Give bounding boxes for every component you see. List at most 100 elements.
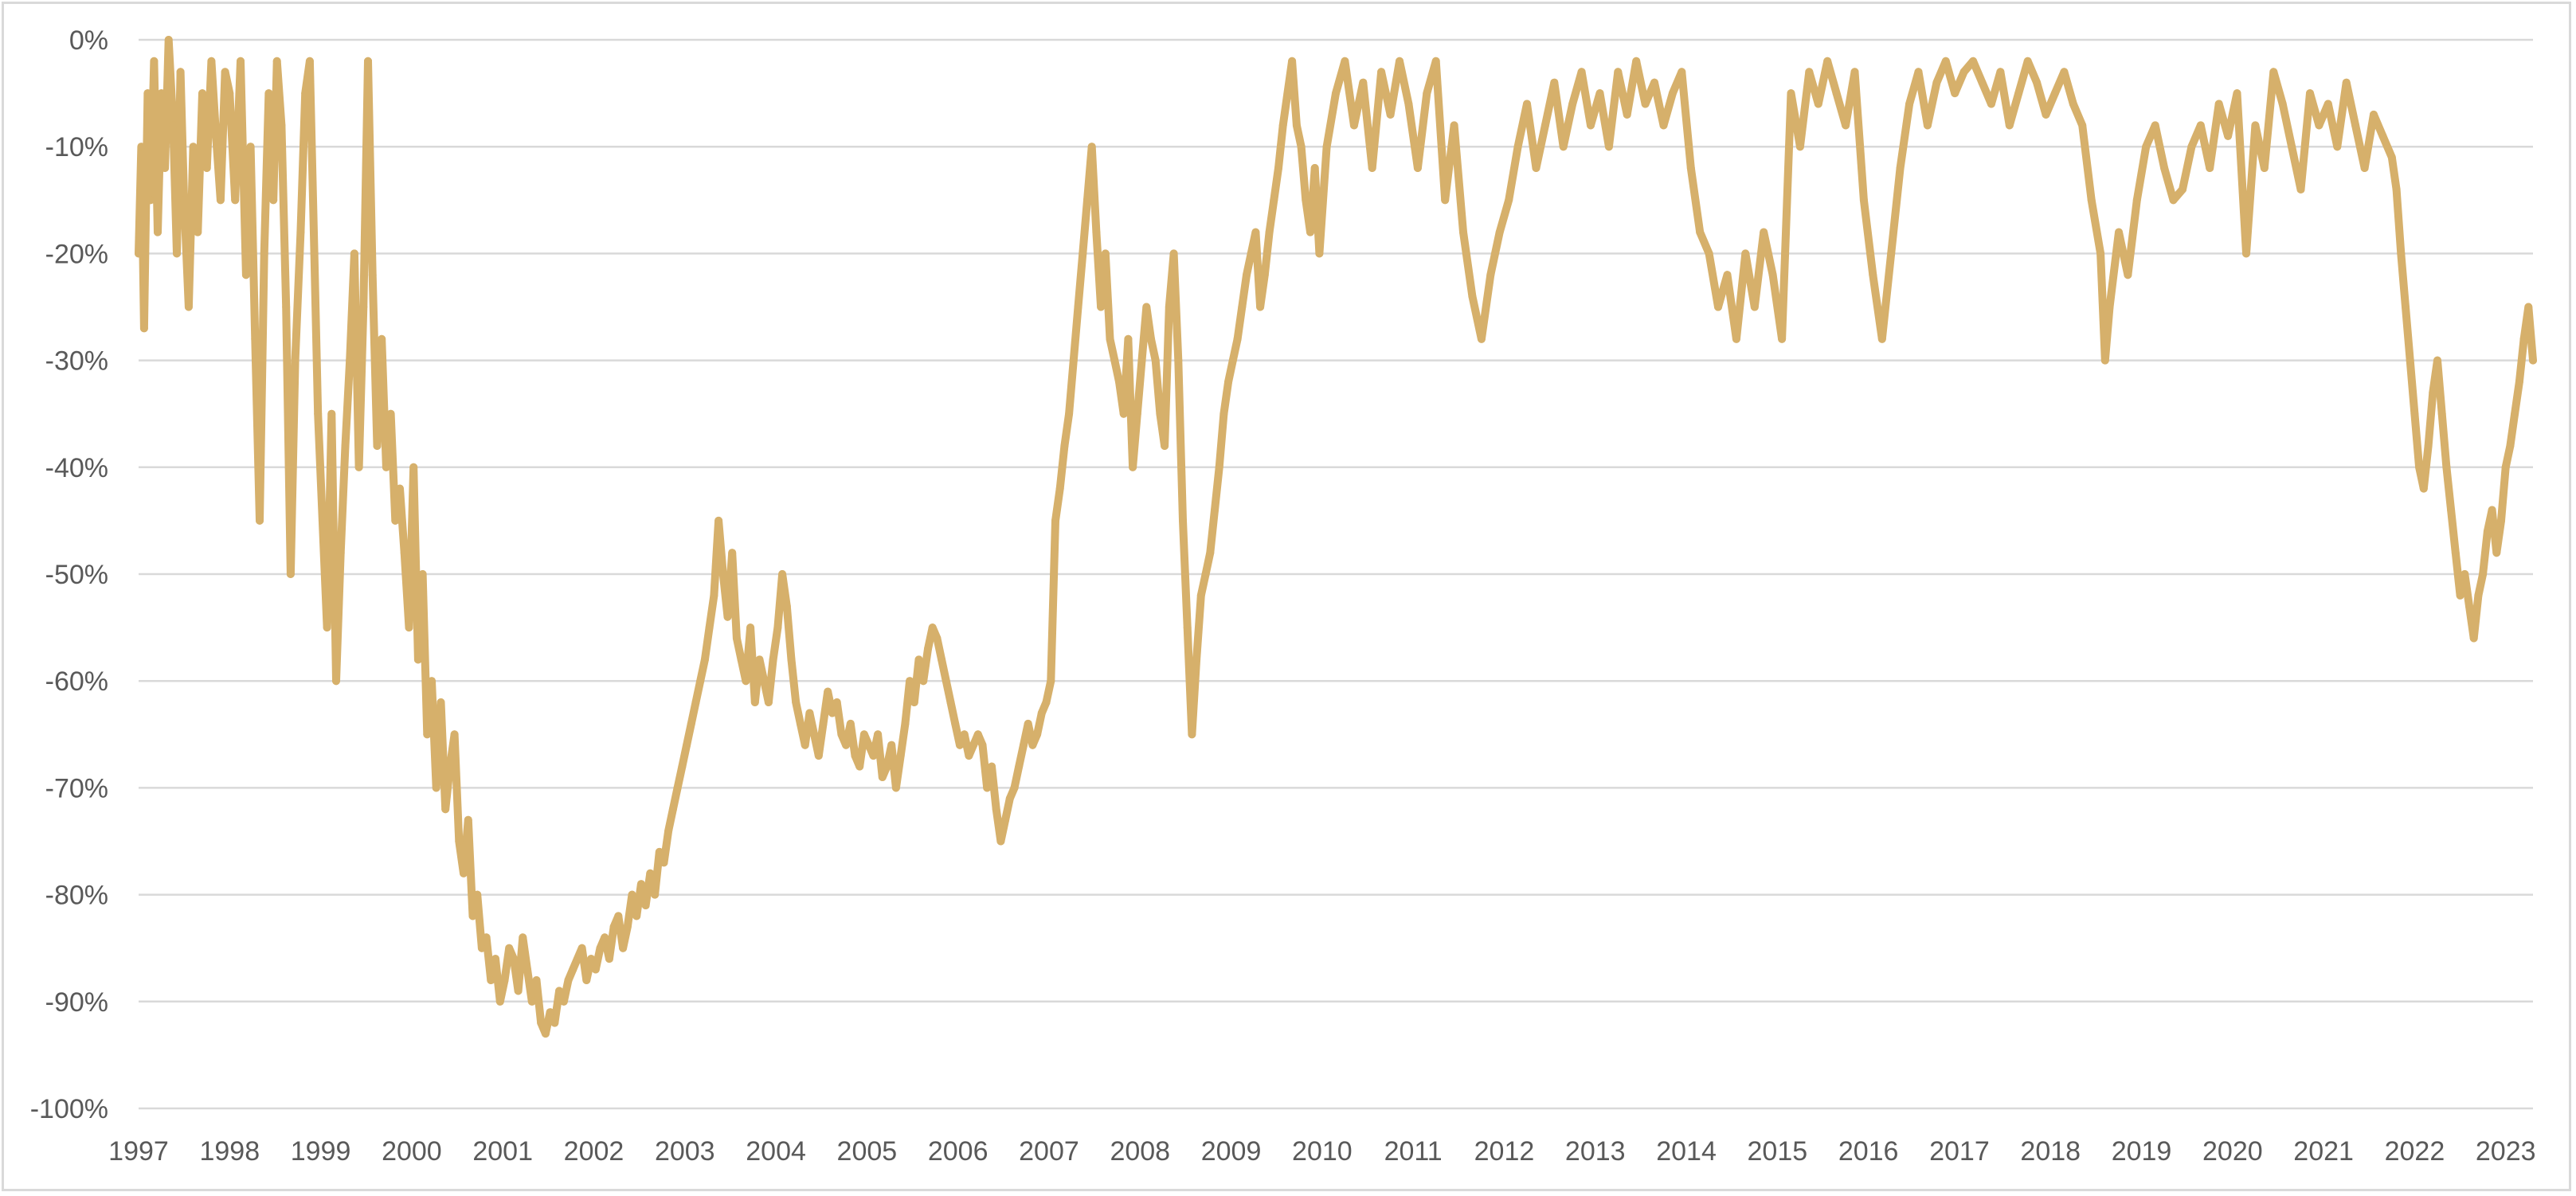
- x-tick-label: 2019: [2112, 1136, 2172, 1167]
- data-point: [2214, 100, 2223, 108]
- data-point: [906, 677, 914, 686]
- data-point: [1315, 249, 1324, 258]
- data-point: [2315, 121, 2323, 130]
- data-point: [832, 698, 841, 706]
- data-point: [2115, 228, 2123, 236]
- data-point: [1322, 143, 1331, 151]
- x-tick-label: 2001: [472, 1136, 533, 1167]
- data-point: [473, 890, 482, 899]
- data-point: [198, 89, 206, 98]
- data-point: [1074, 303, 1082, 311]
- data-point: [2419, 484, 2428, 493]
- series-layer: [135, 36, 2537, 1038]
- x-tick-label: 2014: [1656, 1136, 1717, 1167]
- data-point: [1795, 143, 1804, 151]
- data-point: [2251, 121, 2260, 130]
- data-point: [1441, 196, 1450, 205]
- data-point: [323, 623, 331, 632]
- data-point: [1760, 228, 1768, 236]
- data-point: [1614, 68, 1623, 76]
- data-point: [2474, 591, 2483, 600]
- data-point: [291, 356, 299, 365]
- data-point: [2387, 153, 2396, 162]
- data-point: [1228, 356, 1237, 365]
- data-point: [2296, 185, 2305, 193]
- data-point: [1169, 249, 1178, 258]
- data-point: [764, 698, 773, 706]
- data-point: [801, 741, 809, 749]
- data-point: [2465, 602, 2473, 611]
- data-point: [1278, 121, 1287, 130]
- data-point: [2196, 121, 2205, 130]
- data-point: [1587, 121, 1595, 130]
- x-tick-label: 2023: [2476, 1136, 2536, 1167]
- y-tick-label: -80%: [45, 881, 108, 911]
- data-point: [346, 356, 354, 365]
- data-point: [164, 36, 173, 44]
- data-point: [327, 409, 336, 418]
- data-point: [1179, 516, 1187, 525]
- x-tick-label: 2008: [1110, 1136, 1170, 1167]
- data-point: [1079, 249, 1087, 258]
- data-point: [778, 570, 787, 578]
- data-point: [1033, 730, 1042, 739]
- data-point: [341, 442, 350, 450]
- data-point: [988, 762, 996, 771]
- data-point: [1832, 89, 1841, 98]
- data-point: [391, 516, 400, 525]
- x-tick-label: 2020: [2202, 1136, 2263, 1167]
- data-point: [1183, 623, 1192, 632]
- data-point: [310, 249, 319, 258]
- data-point: [184, 303, 193, 311]
- data-point: [1106, 334, 1114, 343]
- data-point: [2105, 303, 2114, 311]
- data-point: [260, 249, 268, 258]
- data-point: [628, 890, 636, 899]
- data-point: [2260, 164, 2269, 172]
- data-point: [2519, 334, 2528, 343]
- data-point: [787, 655, 796, 664]
- y-tick-label: -70%: [45, 773, 108, 803]
- data-point: [1341, 57, 1349, 65]
- data-point: [1468, 292, 1477, 301]
- data-point: [2323, 100, 2332, 108]
- data-point: [910, 698, 918, 706]
- data-point: [996, 837, 1005, 846]
- data-point: [176, 68, 185, 76]
- data-point: [2142, 143, 2151, 151]
- data-point: [368, 271, 377, 279]
- data-point: [1650, 78, 1658, 87]
- data-point: [1423, 89, 1431, 98]
- data-point: [601, 933, 609, 942]
- data-point: [700, 655, 709, 664]
- data-point: [2378, 131, 2387, 140]
- data-point: [2437, 409, 2446, 418]
- data-point: [221, 68, 229, 76]
- data-point: [1083, 196, 1091, 205]
- data-point: [2160, 164, 2169, 172]
- data-point: [792, 698, 801, 706]
- data-point: [1087, 143, 1096, 151]
- data-point: [2233, 89, 2241, 98]
- data-point: [956, 741, 964, 749]
- data-point: [1842, 121, 1850, 130]
- data-point: [651, 890, 660, 899]
- data-point: [1302, 196, 1310, 205]
- x-tick-label: 2002: [564, 1136, 624, 1167]
- data-point: [2451, 549, 2460, 557]
- data-point: [978, 741, 987, 749]
- data-point: [573, 955, 581, 963]
- data-point: [2206, 164, 2214, 172]
- data-point: [1932, 78, 1941, 87]
- data-point: [1010, 784, 1019, 792]
- data-point: [587, 955, 596, 963]
- data-point: [364, 57, 372, 65]
- x-tick-label: 2022: [2385, 1136, 2445, 1167]
- data-point: [891, 784, 900, 792]
- data-point: [559, 997, 568, 1006]
- data-point: [445, 762, 454, 771]
- data-point: [1495, 228, 1504, 236]
- data-point: [1641, 100, 1650, 108]
- data-point: [1632, 57, 1641, 65]
- data-point: [1459, 228, 1467, 236]
